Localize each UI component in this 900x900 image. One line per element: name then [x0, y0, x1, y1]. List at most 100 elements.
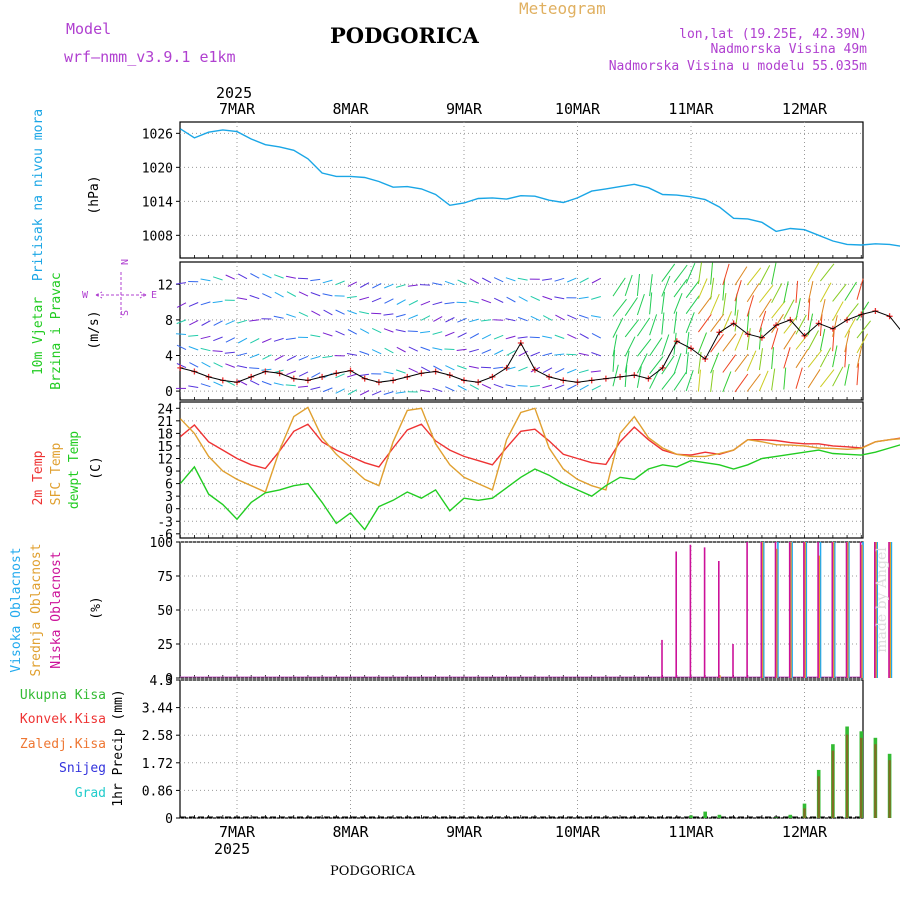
wind-arrow [591, 332, 602, 339]
wind-arrow [554, 296, 565, 300]
wind-arrow [175, 333, 187, 335]
wind-arrow [213, 336, 223, 342]
wind-arrow [685, 352, 689, 375]
wind-arrow [347, 389, 358, 395]
temp-ylabel-b: SFC Temp [49, 443, 64, 506]
y-tick-label: 8 [165, 314, 173, 329]
wind-arrow [213, 320, 223, 326]
wind-arrow [819, 298, 826, 321]
wind-arrow [298, 311, 309, 317]
wind-arrow [673, 279, 688, 298]
wind-arrow [783, 299, 795, 320]
panel-frame [179, 121, 864, 259]
wind-arrow [555, 367, 565, 374]
wind-arrow [783, 347, 791, 369]
wind-arrow [419, 284, 431, 286]
wind-arrow [771, 313, 784, 333]
wind-arrow [432, 331, 443, 335]
wind-arrow [224, 351, 235, 354]
wind-arrow [262, 273, 272, 279]
wind-arrow [322, 387, 333, 393]
model-label: Model [66, 20, 111, 38]
year-top: 2025 [216, 84, 252, 102]
y-tick-label: 21 [157, 415, 173, 430]
wind-arrow [298, 371, 309, 377]
wind-arrow [371, 390, 382, 396]
y-tick-label: 1014 [142, 195, 173, 210]
wind-arrow [771, 328, 779, 350]
y-tick-label: 2.58 [142, 729, 173, 744]
wind-arrow [444, 302, 455, 305]
y-tick-label: 12 [157, 452, 173, 467]
wind-arrow [661, 275, 671, 297]
wind-arrow [298, 291, 309, 297]
wind-arrow [468, 365, 479, 369]
wind-arrow [273, 382, 284, 386]
wind-arrow [506, 350, 516, 356]
wind-speed-line [180, 310, 900, 383]
wind-arrow [517, 277, 528, 281]
wind-arrow [176, 302, 187, 308]
wind-arrow [237, 337, 248, 344]
wind-arrow [771, 300, 786, 319]
precip-legend-item: Ukupna Kisa [20, 688, 106, 703]
precip-legend-item: Zaledj.Kisa [20, 737, 106, 752]
wind-arrow [591, 277, 602, 284]
bottom-day-label: 8MAR [332, 823, 369, 841]
wind-arrow [432, 282, 443, 286]
wind-arrow [518, 316, 528, 322]
wind-arrow [759, 284, 774, 303]
wind-arrow [322, 332, 333, 337]
lonlat-label: lon,lat (19.25E, 42.39N) [679, 27, 867, 42]
wind-unit: (m/s) [87, 310, 102, 349]
wind-arrow [636, 293, 645, 316]
y-tick-label: 3 [165, 490, 173, 505]
wind-arrow [286, 370, 296, 376]
pressure-unit: (hPa) [87, 175, 102, 214]
wind-arrow [734, 353, 749, 373]
wind-arrow [457, 385, 467, 391]
wind-arrow [685, 279, 700, 299]
wind-arrow [286, 291, 297, 297]
wind-arrow [612, 317, 624, 338]
compass-rose: S W E N [82, 259, 157, 318]
wind-arrow [697, 332, 707, 354]
wind-arrow [697, 262, 702, 285]
wind-arrow [395, 369, 406, 374]
bottom-day-label: 9MAR [446, 823, 483, 841]
top-day-label: 10MAR [555, 100, 601, 118]
wind-arrow [746, 309, 750, 332]
wind-arrow [347, 373, 357, 378]
wind-arrow [286, 355, 297, 362]
precip-legend: Ukupna Kisa Konvek.Kisa Zaledj.Kisa Snijeg G… [20, 688, 106, 801]
wind-arrow [359, 328, 370, 334]
conv-precip-bar [888, 760, 891, 818]
wind-panel: 0 4 8 12 [157, 261, 900, 401]
precip-panel: 0 0.86 1.72 2.58 3.44 4.3 [142, 674, 892, 827]
wind-arrow [856, 278, 864, 300]
wind-arrow [481, 319, 492, 322]
wind-arrow [685, 370, 694, 392]
wind-arrow [481, 298, 492, 304]
wind-arrow [371, 312, 382, 315]
wind-arrow [176, 344, 187, 351]
wind-arrow [722, 278, 726, 301]
wind-arrow [591, 352, 601, 357]
wind-arrow [579, 277, 589, 284]
wind-arrow [685, 312, 695, 333]
y-tick-label: 1026 [142, 127, 173, 142]
temp-ylabel-c: dewpt Temp [67, 431, 82, 509]
wind-arrow [445, 386, 455, 392]
wind-arrow [530, 315, 541, 322]
station-title: PODGORICA [330, 23, 480, 48]
wind-arrow [554, 277, 565, 282]
wind-arrow [407, 330, 418, 332]
wind-arrow [783, 367, 787, 390]
wind-arrow [237, 352, 248, 357]
wind-arrow [844, 345, 847, 368]
wind-arrow [624, 350, 630, 373]
y-tick-label: -6 [157, 528, 173, 543]
wind-arrow [420, 346, 431, 351]
wind-arrow [469, 348, 479, 353]
wind-arrow [322, 293, 333, 297]
